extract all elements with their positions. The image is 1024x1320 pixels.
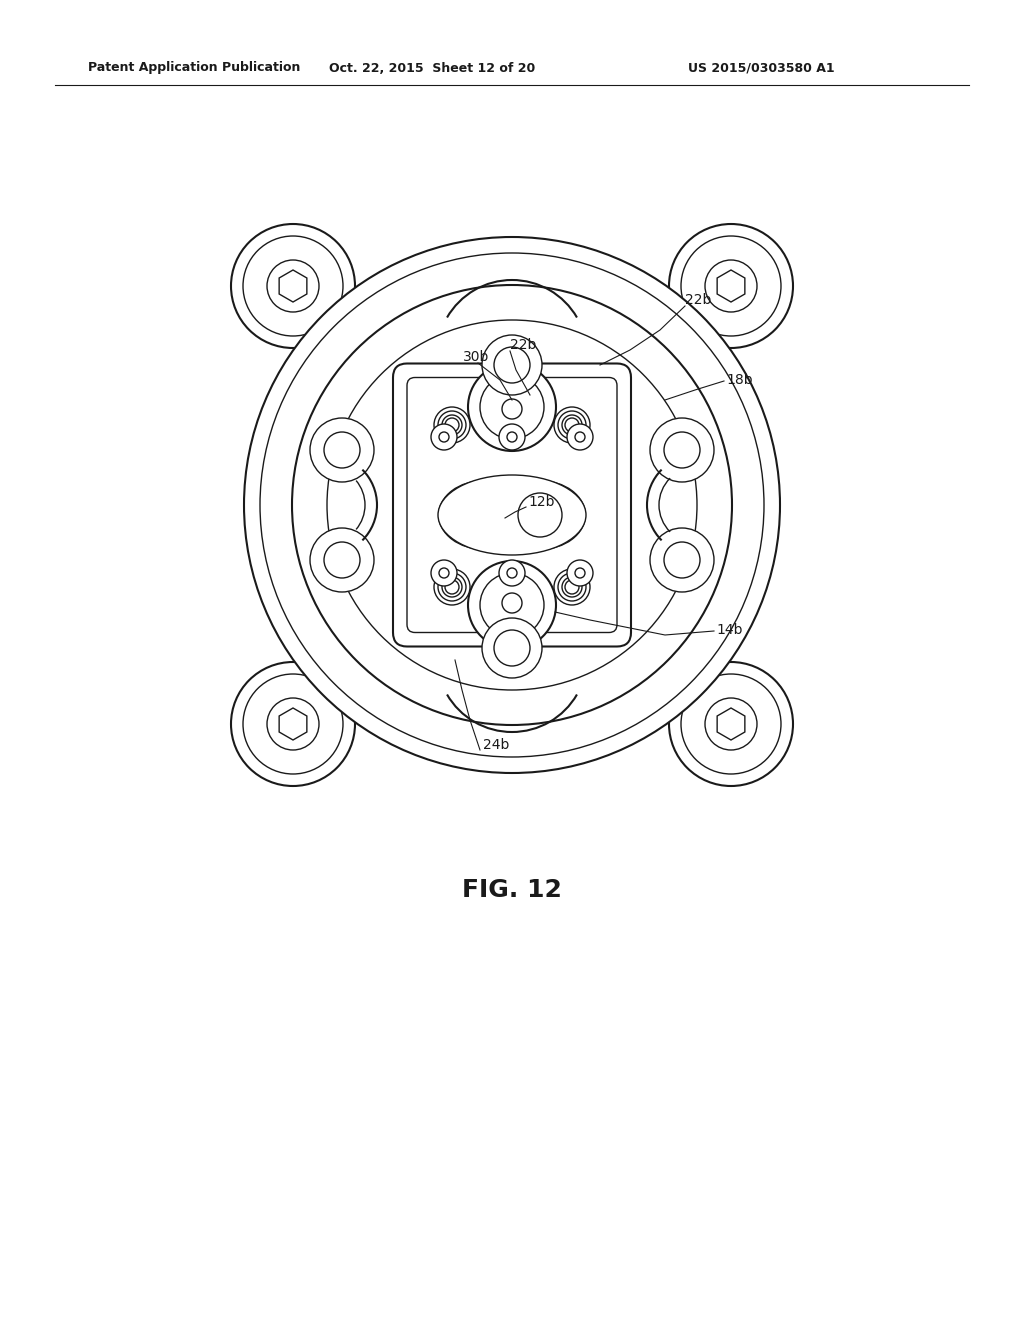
Circle shape bbox=[518, 492, 562, 537]
Circle shape bbox=[445, 418, 459, 432]
FancyBboxPatch shape bbox=[407, 378, 617, 632]
Circle shape bbox=[243, 675, 343, 774]
Circle shape bbox=[664, 543, 700, 578]
Circle shape bbox=[443, 416, 461, 434]
Circle shape bbox=[681, 675, 781, 774]
Polygon shape bbox=[315, 667, 351, 701]
Circle shape bbox=[563, 578, 581, 597]
Circle shape bbox=[438, 411, 466, 440]
Circle shape bbox=[324, 543, 360, 578]
Text: 30b: 30b bbox=[463, 350, 489, 364]
Circle shape bbox=[439, 432, 449, 442]
Text: 14b: 14b bbox=[716, 623, 742, 638]
Polygon shape bbox=[717, 271, 744, 302]
Circle shape bbox=[507, 432, 517, 442]
Circle shape bbox=[244, 238, 780, 774]
Circle shape bbox=[494, 630, 530, 667]
Circle shape bbox=[650, 418, 714, 482]
Circle shape bbox=[575, 568, 585, 578]
Circle shape bbox=[482, 335, 542, 395]
Circle shape bbox=[468, 363, 556, 451]
Text: Patent Application Publication: Patent Application Publication bbox=[88, 62, 300, 74]
Circle shape bbox=[554, 569, 590, 605]
Circle shape bbox=[567, 560, 593, 586]
Polygon shape bbox=[673, 667, 709, 701]
Circle shape bbox=[434, 407, 470, 444]
Circle shape bbox=[231, 663, 355, 785]
Circle shape bbox=[445, 579, 459, 594]
Text: 24b: 24b bbox=[482, 738, 509, 752]
Circle shape bbox=[310, 528, 374, 591]
Ellipse shape bbox=[438, 475, 586, 554]
Circle shape bbox=[443, 578, 461, 597]
Circle shape bbox=[499, 424, 525, 450]
FancyBboxPatch shape bbox=[393, 363, 631, 647]
Circle shape bbox=[310, 418, 374, 482]
Text: Oct. 22, 2015  Sheet 12 of 20: Oct. 22, 2015 Sheet 12 of 20 bbox=[329, 62, 536, 74]
Circle shape bbox=[494, 347, 530, 383]
Text: 18b: 18b bbox=[726, 374, 753, 387]
Circle shape bbox=[260, 253, 764, 756]
Circle shape bbox=[507, 568, 517, 578]
Circle shape bbox=[324, 432, 360, 469]
Circle shape bbox=[434, 569, 470, 605]
Circle shape bbox=[480, 375, 544, 440]
Circle shape bbox=[563, 416, 581, 434]
Circle shape bbox=[438, 573, 466, 601]
Circle shape bbox=[439, 568, 449, 578]
Circle shape bbox=[442, 414, 462, 436]
Circle shape bbox=[292, 285, 732, 725]
Circle shape bbox=[431, 560, 457, 586]
Circle shape bbox=[705, 698, 757, 750]
Circle shape bbox=[502, 399, 522, 418]
Circle shape bbox=[562, 414, 582, 436]
Polygon shape bbox=[280, 271, 307, 302]
Circle shape bbox=[231, 224, 355, 348]
Text: 22b: 22b bbox=[510, 338, 537, 352]
Circle shape bbox=[565, 418, 579, 432]
Circle shape bbox=[565, 579, 579, 594]
Text: 12b: 12b bbox=[528, 495, 555, 510]
Polygon shape bbox=[315, 309, 351, 343]
Polygon shape bbox=[280, 708, 307, 741]
Circle shape bbox=[482, 618, 542, 678]
Circle shape bbox=[431, 424, 457, 450]
Circle shape bbox=[664, 432, 700, 469]
Circle shape bbox=[243, 236, 343, 337]
Circle shape bbox=[480, 573, 544, 638]
Text: 22b: 22b bbox=[685, 293, 712, 308]
Circle shape bbox=[575, 432, 585, 442]
Circle shape bbox=[558, 573, 586, 601]
Circle shape bbox=[669, 663, 793, 785]
Ellipse shape bbox=[439, 480, 529, 549]
Circle shape bbox=[562, 577, 582, 597]
Circle shape bbox=[705, 260, 757, 312]
Text: FIG. 12: FIG. 12 bbox=[462, 878, 562, 902]
Circle shape bbox=[499, 560, 525, 586]
Circle shape bbox=[558, 411, 586, 440]
Ellipse shape bbox=[495, 480, 585, 549]
Polygon shape bbox=[717, 708, 744, 741]
Circle shape bbox=[267, 698, 319, 750]
Circle shape bbox=[650, 528, 714, 591]
Circle shape bbox=[567, 424, 593, 450]
Polygon shape bbox=[673, 309, 709, 343]
Circle shape bbox=[681, 236, 781, 337]
Circle shape bbox=[468, 561, 556, 649]
Circle shape bbox=[327, 319, 697, 690]
Text: US 2015/0303580 A1: US 2015/0303580 A1 bbox=[688, 62, 835, 74]
Circle shape bbox=[442, 577, 462, 597]
Circle shape bbox=[554, 407, 590, 444]
Circle shape bbox=[502, 593, 522, 612]
Circle shape bbox=[669, 224, 793, 348]
Circle shape bbox=[267, 260, 319, 312]
